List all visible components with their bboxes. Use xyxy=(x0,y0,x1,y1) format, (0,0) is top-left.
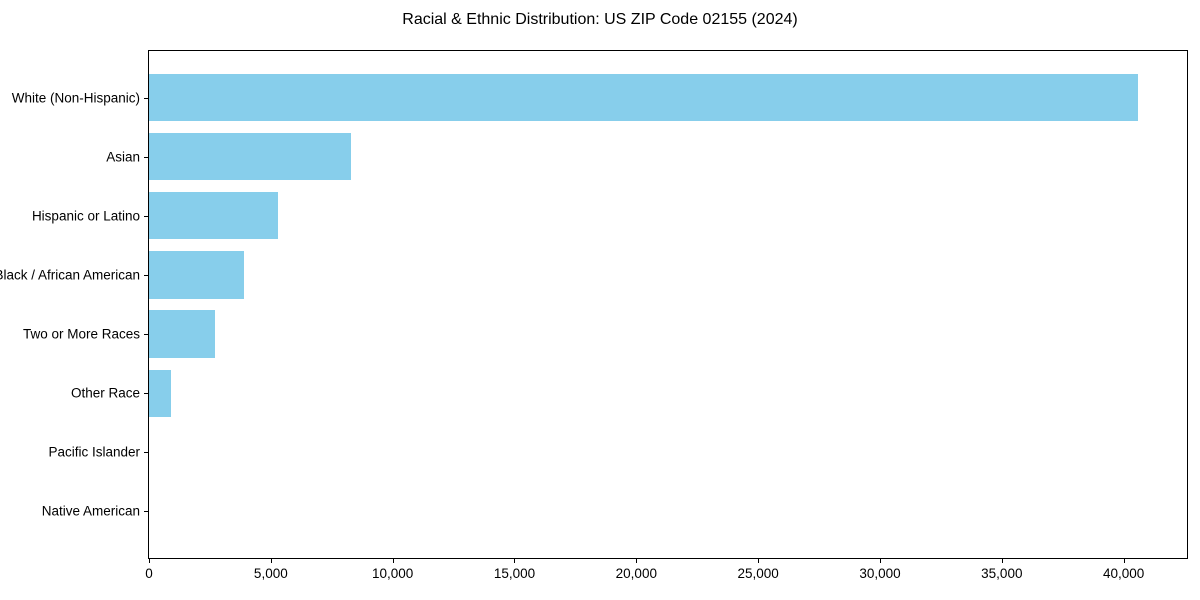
y-tick-mark xyxy=(144,274,148,276)
x-tick-mark xyxy=(636,559,638,563)
x-tick-mark xyxy=(879,559,881,563)
y-tick-label: Hispanic or Latino xyxy=(31,208,140,224)
x-tick-label: 10,000 xyxy=(372,566,414,581)
y-tick-label: Two or More Races xyxy=(22,326,140,342)
x-tick-mark xyxy=(270,559,272,563)
y-tick-label: Asian xyxy=(106,149,140,165)
x-tick-label: 20,000 xyxy=(615,566,657,581)
x-tick-label: 0 xyxy=(145,566,153,581)
y-tick-label: Other Race xyxy=(70,385,140,401)
y-tick-label: Black / African American xyxy=(0,267,140,283)
bar xyxy=(149,133,352,181)
y-tick-label: Pacific Islander xyxy=(48,444,140,460)
y-tick-mark xyxy=(144,97,148,99)
bar xyxy=(149,310,215,358)
x-tick-mark xyxy=(1001,559,1003,563)
x-tick-mark xyxy=(392,559,394,563)
bar xyxy=(149,74,1139,122)
x-tick-label: 35,000 xyxy=(981,566,1023,581)
y-tick-mark xyxy=(144,511,148,513)
x-tick-label: 25,000 xyxy=(737,566,779,581)
x-tick-mark xyxy=(1123,559,1125,563)
x-tick-label: 5,000 xyxy=(253,566,288,581)
x-tick-mark xyxy=(758,559,760,563)
chart-title: Racial & Ethnic Distribution: US ZIP Cod… xyxy=(402,11,798,28)
y-tick-mark xyxy=(144,452,148,454)
y-tick-mark xyxy=(144,334,148,336)
plot-area: White (Non-Hispanic) Asian Hispanic or Lat… xyxy=(0,50,1188,581)
y-tick-mark xyxy=(144,215,148,217)
x-tick-mark xyxy=(149,559,150,563)
x-tick-mark xyxy=(514,559,516,563)
x-tick-label: 40,000 xyxy=(1102,566,1145,581)
bar xyxy=(149,192,279,240)
bar xyxy=(149,369,171,417)
y-tick-label: Native American xyxy=(41,503,140,519)
x-tick-label: 15,000 xyxy=(493,566,536,581)
y-tick-mark xyxy=(144,156,148,158)
bar xyxy=(149,251,245,299)
y-tick-label: White (Non-Hispanic) xyxy=(11,90,140,106)
x-tick-label: 30,000 xyxy=(859,566,901,581)
y-tick-mark xyxy=(144,393,148,395)
